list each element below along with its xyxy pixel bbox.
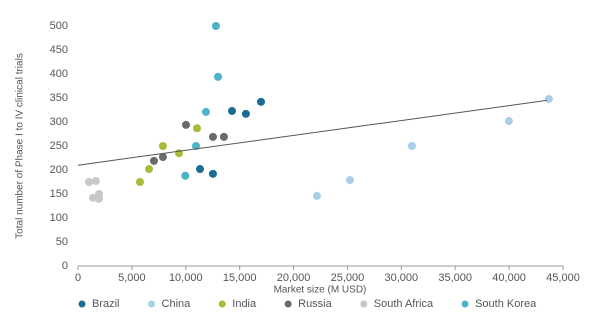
scatter-point	[181, 120, 190, 129]
y-tick-label: 150	[50, 188, 68, 200]
y-tick-label: 250	[50, 140, 68, 152]
x-tick-label: 25,000	[331, 272, 365, 284]
x-tick-label: 20,000	[277, 272, 311, 284]
scatter-point	[196, 165, 205, 174]
scatter-point	[181, 171, 190, 180]
legend-marker	[218, 300, 226, 308]
scatter-point	[192, 124, 201, 133]
scatter-point	[219, 132, 228, 141]
scatter-point	[504, 117, 513, 126]
trend-line	[77, 99, 547, 166]
scatter-point	[241, 109, 250, 118]
x-tick-label: 45,000	[546, 272, 580, 284]
y-tick-label: 100	[50, 212, 68, 224]
y-tick-label: 300	[50, 116, 68, 128]
x-tick-label: 15,000	[223, 272, 257, 284]
legend-marker	[78, 300, 86, 308]
legend-label: India	[232, 298, 257, 310]
legend-label: South Korea	[475, 298, 537, 310]
legend-label: Brazil	[92, 298, 120, 310]
scatter-point	[158, 142, 167, 150]
scatter-point	[214, 72, 223, 81]
scatter-point	[145, 165, 154, 174]
legend-label: Russia	[298, 298, 333, 310]
scatter-point	[192, 142, 201, 150]
scatter-point	[201, 107, 210, 116]
legend-label: China	[162, 298, 192, 310]
y-tick-label: 450	[50, 44, 68, 56]
legend-label: South Africa	[374, 298, 434, 310]
scatter-point	[135, 178, 144, 186]
legend-marker	[148, 300, 156, 308]
legend-marker	[461, 300, 469, 308]
scatter-point	[208, 132, 217, 141]
x-tick-label: 5,000	[118, 272, 146, 284]
x-tick-label: 0	[75, 272, 81, 284]
legend-marker	[360, 300, 368, 308]
scatter-point	[88, 193, 97, 202]
scatter-point	[257, 97, 266, 106]
scatter-point	[211, 22, 220, 30]
y-tick-label: 50	[56, 236, 68, 248]
scatter-point	[208, 169, 217, 178]
scatter-point	[345, 176, 354, 185]
scatter-point	[95, 194, 104, 203]
x-axis-title: Market size (M USD)	[274, 285, 367, 296]
scatter-point	[407, 142, 416, 150]
scatter-point	[149, 156, 158, 165]
x-tick-label: 40,000	[492, 272, 526, 284]
x-tick-label: 35,000	[438, 272, 472, 284]
scatter-point	[158, 153, 167, 162]
scatter-point	[312, 191, 321, 200]
scatter-point	[544, 94, 553, 103]
y-tick-label: 350	[50, 92, 68, 104]
x-tick-label: 10,000	[169, 272, 203, 284]
scatter-point	[84, 178, 93, 186]
legend-marker	[284, 300, 292, 308]
scatter-point	[228, 106, 237, 115]
y-tick-label: 200	[50, 164, 68, 176]
y-tick-label: 0	[62, 260, 68, 272]
y-tick-label: 500	[50, 20, 68, 32]
y-axis-title: Total number of Phase I to IV clinical t…	[15, 53, 26, 239]
x-tick-label: 30,000	[385, 272, 419, 284]
y-tick-label: 400	[50, 68, 68, 80]
scatter-point	[91, 177, 100, 186]
